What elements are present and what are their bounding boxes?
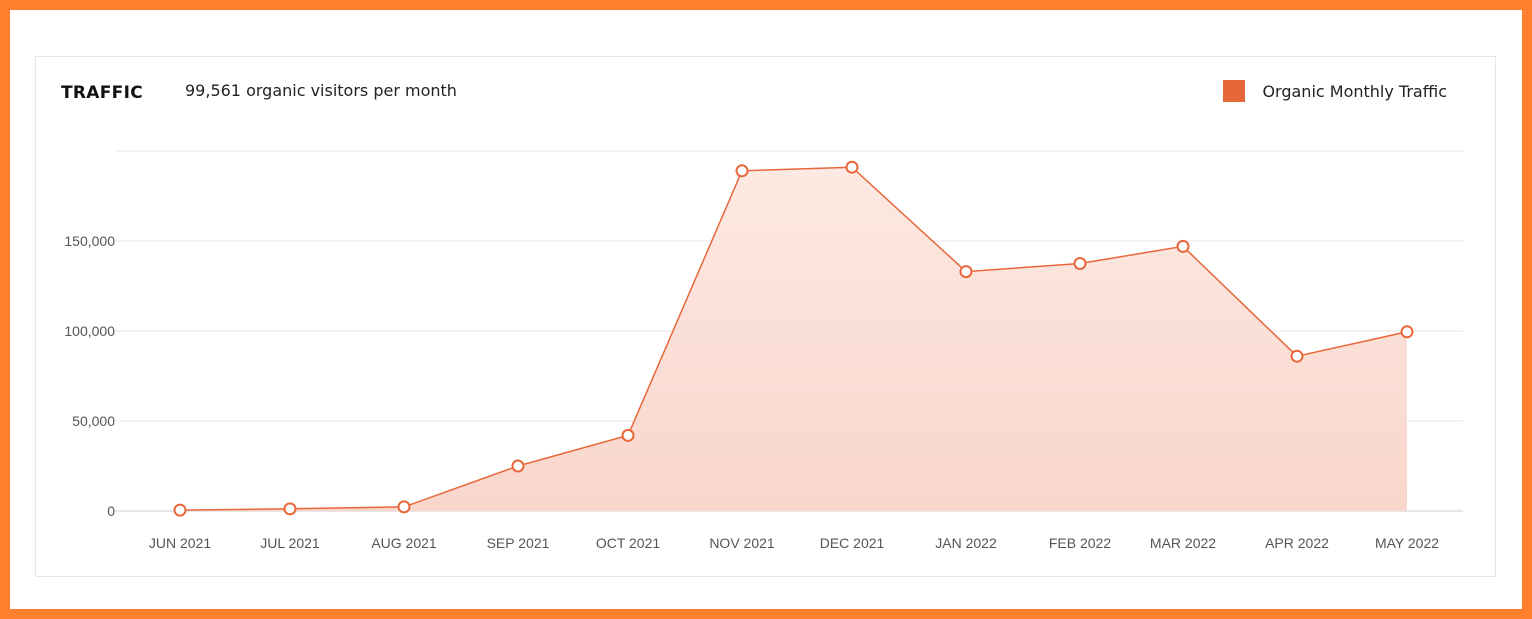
data-point[interactable]: [511, 459, 525, 473]
chart-title: TRAFFIC: [61, 83, 143, 103]
data-point[interactable]: [1290, 349, 1304, 363]
chart-subtitle: 99,561 organic visitors per month: [185, 81, 457, 100]
x-tick-label: MAY 2022: [1375, 535, 1439, 551]
y-tick-label: 150,000: [64, 233, 115, 249]
x-tick-label: OCT 2021: [596, 535, 661, 551]
data-point[interactable]: [845, 160, 859, 174]
legend-label: Organic Monthly Traffic: [1262, 81, 1447, 101]
data-point[interactable]: [397, 500, 411, 514]
x-tick-label: MAR 2022: [1150, 535, 1216, 551]
data-point[interactable]: [1400, 325, 1414, 339]
x-tick-label: JUL 2021: [260, 535, 320, 551]
area-fill: [180, 167, 1407, 511]
y-axis-ticks: 0 50,000 100,000 150,000: [64, 233, 115, 519]
x-tick-label: APR 2022: [1265, 535, 1329, 551]
y-tick-label: 50,000: [72, 413, 115, 429]
data-point[interactable]: [621, 428, 635, 442]
y-tick-label: 0: [107, 503, 115, 519]
x-tick-label: FEB 2022: [1049, 535, 1111, 551]
data-point[interactable]: [959, 265, 973, 279]
legend-swatch: [1223, 80, 1246, 102]
x-axis-ticks: JUN 2021 JUL 2021 AUG 2021 SEP 2021 OCT 2021…: [149, 535, 1439, 551]
y-tick-label: 100,000: [64, 323, 115, 339]
data-points: [173, 160, 1414, 517]
x-tick-label: JAN 2022: [935, 535, 997, 551]
x-tick-label: AUG 2021: [371, 535, 437, 551]
data-point[interactable]: [1073, 257, 1087, 270]
x-tick-label: NOV 2021: [709, 535, 775, 551]
data-point[interactable]: [735, 164, 749, 178]
data-point[interactable]: [173, 503, 187, 517]
x-tick-label: SEP 2021: [487, 535, 550, 551]
series-line: [179, 166, 1408, 511]
x-tick-label: JUN 2021: [149, 535, 211, 551]
data-point[interactable]: [1176, 239, 1190, 253]
x-tick-label: DEC 2021: [820, 535, 885, 551]
data-point[interactable]: [283, 502, 297, 516]
chart-legend[interactable]: Organic Monthly Traffic: [1223, 80, 1447, 102]
